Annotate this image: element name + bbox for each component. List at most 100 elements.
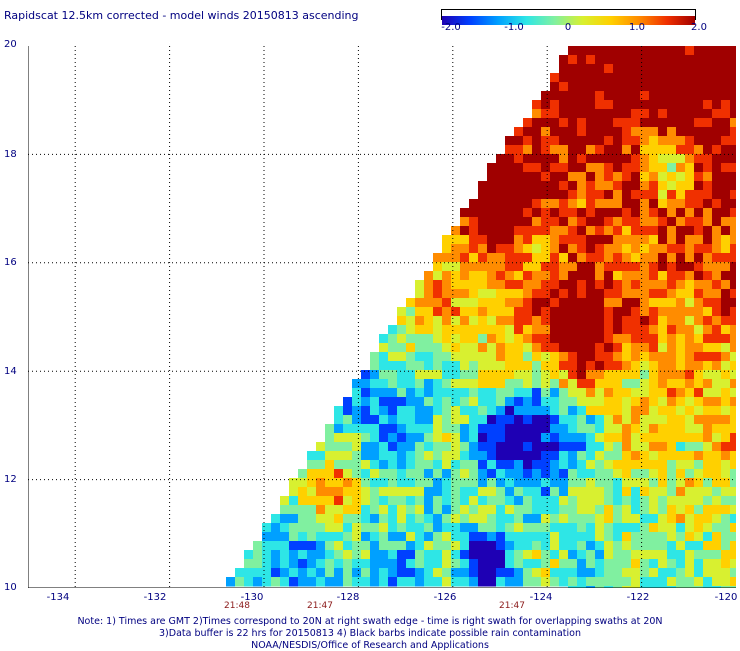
- wind-cell: [667, 424, 677, 434]
- wind-cell: [325, 541, 335, 551]
- wind-cell: [595, 271, 605, 281]
- wind-cell: [721, 307, 731, 317]
- wind-cell: [505, 379, 515, 389]
- wind-cell: [703, 55, 713, 65]
- wind-cell: [568, 262, 578, 272]
- wind-cell: [721, 235, 731, 245]
- wind-cell: [586, 163, 596, 173]
- wind-cell: [388, 334, 398, 344]
- wind-cell: [577, 91, 587, 101]
- wind-cell: [469, 532, 479, 542]
- wind-cell: [631, 244, 641, 254]
- wind-cell: [649, 433, 659, 443]
- wind-cell: [460, 208, 470, 218]
- wind-cell: [730, 424, 736, 434]
- wind-cell: [397, 496, 407, 506]
- wind-cell: [667, 244, 677, 254]
- wind-cell: [334, 514, 344, 524]
- wind-cell: [658, 271, 668, 281]
- wind-cell: [424, 577, 434, 587]
- wind-cell: [730, 307, 736, 317]
- wind-cell: [613, 91, 623, 101]
- wind-cell: [433, 505, 443, 515]
- wind-cell: [460, 361, 470, 371]
- wind-cell: [685, 325, 695, 335]
- wind-cell: [478, 541, 488, 551]
- wind-cell: [703, 307, 713, 317]
- wind-cell: [595, 199, 605, 209]
- wind-cell: [649, 370, 659, 380]
- wind-cell: [280, 559, 290, 569]
- wind-cell: [595, 226, 605, 236]
- wind-cell: [613, 289, 623, 299]
- wind-cell: [406, 496, 416, 506]
- wind-cell: [712, 505, 722, 515]
- swath-time-label: 21:47: [307, 601, 333, 611]
- wind-cell: [640, 217, 650, 227]
- wind-cell: [586, 433, 596, 443]
- wind-cell: [406, 307, 416, 317]
- wind-cell: [442, 451, 452, 461]
- wind-cell: [595, 262, 605, 272]
- wind-cell: [523, 262, 533, 272]
- wind-cell: [433, 469, 443, 479]
- wind-cell: [397, 325, 407, 335]
- wind-cell: [712, 388, 722, 398]
- wind-cell: [370, 541, 380, 551]
- wind-cell: [415, 316, 425, 326]
- wind-cell: [631, 253, 641, 263]
- wind-cell: [424, 523, 434, 533]
- wind-cell: [505, 235, 515, 245]
- wind-cell: [730, 397, 736, 407]
- wind-cell: [487, 307, 497, 317]
- wind-cell: [442, 235, 452, 245]
- wind-cell: [577, 505, 587, 515]
- wind-cell: [496, 388, 506, 398]
- wind-cell: [379, 442, 389, 452]
- wind-cell: [586, 532, 596, 542]
- wind-cell: [712, 226, 722, 236]
- wind-cell: [721, 46, 731, 56]
- wind-cell: [370, 397, 380, 407]
- wind-cell: [559, 352, 569, 362]
- wind-cell: [442, 505, 452, 515]
- wind-cell: [469, 388, 479, 398]
- wind-cell: [730, 298, 736, 308]
- wind-cell: [433, 415, 443, 425]
- wind-cell: [352, 388, 362, 398]
- footnote-line: 3)Data buffer is 22 hrs for 20150813 4) …: [159, 628, 581, 639]
- wind-cell: [622, 64, 632, 74]
- wind-cell: [568, 190, 578, 200]
- wind-cell: [730, 46, 736, 56]
- wind-cell: [685, 388, 695, 398]
- wind-cell: [550, 532, 560, 542]
- wind-cell: [613, 550, 623, 560]
- wind-cell: [703, 496, 713, 506]
- wind-cell: [316, 487, 326, 497]
- wind-cell: [352, 577, 362, 587]
- wind-cell: [613, 217, 623, 227]
- wind-cell: [568, 208, 578, 218]
- wind-cell: [667, 550, 677, 560]
- wind-cell: [478, 460, 488, 470]
- wind-cell: [586, 550, 596, 560]
- wind-cell: [541, 307, 551, 317]
- wind-cell: [667, 217, 677, 227]
- wind-cell: [514, 334, 524, 344]
- wind-cell: [568, 343, 578, 353]
- wind-cell: [361, 469, 371, 479]
- wind-cell: [667, 397, 677, 407]
- wind-cell: [586, 316, 596, 326]
- wind-cell: [307, 478, 317, 488]
- wind-cell: [307, 460, 317, 470]
- wind-cell: [685, 82, 695, 92]
- wind-cell: [289, 478, 299, 488]
- wind-cell: [631, 172, 641, 182]
- wind-cell: [703, 199, 713, 209]
- wind-cell: [541, 541, 551, 551]
- wind-cell: [406, 379, 416, 389]
- wind-cell: [658, 532, 668, 542]
- wind-cell: [496, 496, 506, 506]
- wind-cell: [604, 388, 614, 398]
- wind-cell: [361, 442, 371, 452]
